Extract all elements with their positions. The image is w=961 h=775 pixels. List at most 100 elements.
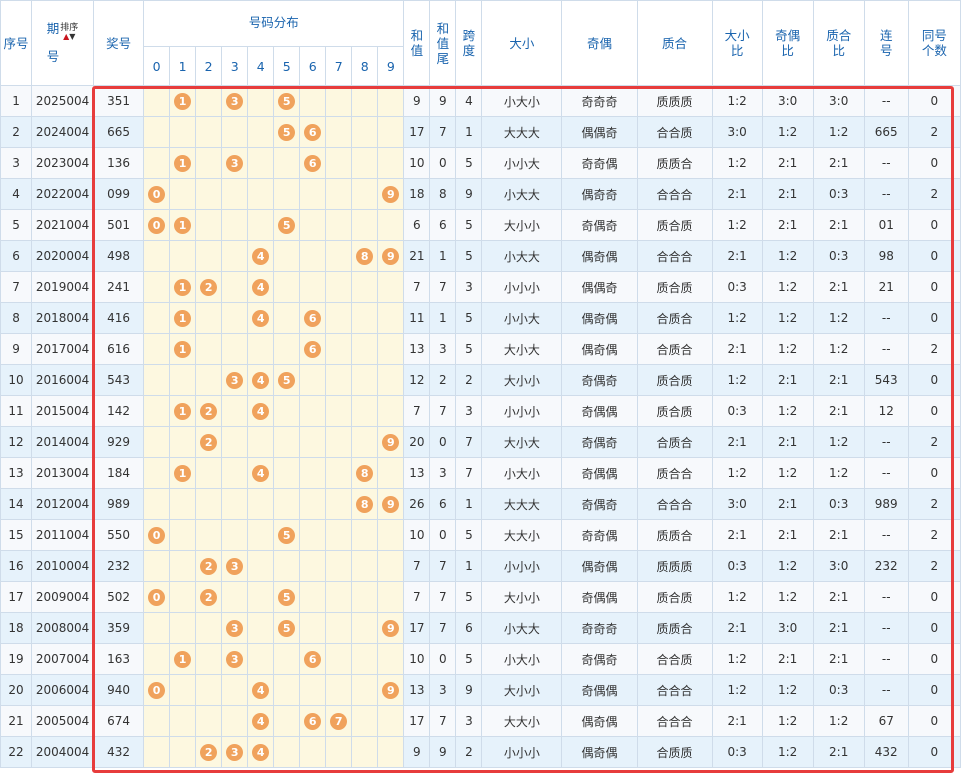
dist-cell-3: 3	[221, 612, 249, 644]
cell-sum: 10	[403, 643, 431, 675]
cell-size: 大小小	[481, 581, 563, 613]
sort-down-icon[interactable]: ▼	[69, 32, 76, 41]
digit-ball: 4	[252, 247, 270, 265]
cell-sum: 20	[403, 426, 431, 458]
cell-prime: 合合合	[636, 240, 713, 272]
digit-ball: 6	[304, 123, 322, 141]
dist-cell-2	[195, 240, 223, 272]
dist-cell-7	[325, 147, 353, 179]
dist-cell-8	[351, 333, 379, 365]
cell-size: 大小小	[481, 364, 563, 396]
header-span: 跨度	[455, 0, 483, 86]
cell-prize: 416	[93, 302, 145, 334]
cell-seq: 15	[0, 519, 33, 551]
cell-sum: 13	[403, 333, 431, 365]
digit-ball: 5	[278, 526, 296, 544]
cell-prime: 合质质	[636, 736, 713, 768]
cell-parity-ratio: 1:2	[761, 457, 814, 489]
cell-size: 大大大	[481, 116, 563, 148]
dist-cell-9	[377, 395, 405, 427]
cell-consecutive: 432	[863, 736, 909, 768]
cell-sum: 17	[403, 116, 431, 148]
dist-cell-7	[325, 736, 353, 768]
table-row: 14 2012004 989 8 9 26 6 1 大大大 奇偶奇 合合合 3:0 2:1 0:3 989 2	[0, 488, 961, 520]
digit-ball: 4	[252, 371, 270, 389]
cell-consecutive: 543	[863, 364, 909, 396]
cell-span: 5	[455, 302, 483, 334]
header-digit-0: 0	[143, 46, 171, 86]
dist-cell-1: 1	[169, 271, 197, 303]
dist-cell-3: 3	[221, 736, 249, 768]
dist-cell-9	[377, 581, 405, 613]
header-size: 大小	[481, 0, 563, 86]
digit-ball: 4	[252, 681, 270, 699]
table-row: 7 2019004 241 1 2 4 7 7 3 小小小 偶偶奇 质合质 0:3 1:2 2:1 21 0	[0, 271, 961, 303]
dist-cell-2: 2	[195, 426, 223, 458]
digit-ball: 0	[148, 681, 166, 699]
cell-size: 大小小	[481, 209, 563, 241]
dist-cell-6	[299, 395, 327, 427]
sort-up-icon[interactable]: ▲	[63, 32, 70, 41]
cell-span: 1	[455, 550, 483, 582]
dist-cell-8	[351, 705, 379, 737]
header-digit-9: 9	[377, 46, 405, 86]
header-sum-tail: 和值尾	[429, 0, 457, 86]
cell-consecutive: --	[863, 643, 909, 675]
dist-cell-6	[299, 581, 327, 613]
dist-cell-3	[221, 457, 249, 489]
cell-same-count: 0	[907, 612, 961, 644]
cell-span: 4	[455, 85, 483, 117]
cell-seq: 4	[0, 178, 33, 210]
dist-cell-4: 4	[247, 457, 275, 489]
cell-prime-ratio: 0:3	[812, 488, 865, 520]
cell-sum: 7	[403, 550, 431, 582]
cell-size: 小大大	[481, 240, 563, 272]
dist-cell-6	[299, 364, 327, 396]
digit-ball: 2	[200, 402, 218, 420]
dist-cell-2	[195, 612, 223, 644]
cell-seq: 16	[0, 550, 33, 582]
cell-parity-ratio: 2:1	[761, 209, 814, 241]
cell-parity-ratio: 3:0	[761, 612, 814, 644]
digit-ball: 4	[252, 712, 270, 730]
digit-ball: 1	[174, 216, 192, 234]
cell-issue: 2021004	[31, 209, 95, 241]
cell-sum: 18	[403, 178, 431, 210]
dist-cell-2	[195, 364, 223, 396]
cell-prime-ratio: 2:1	[812, 147, 865, 179]
dist-cell-3	[221, 519, 249, 551]
cell-size: 小小小	[481, 736, 563, 768]
cell-span: 5	[455, 147, 483, 179]
digit-ball: 2	[200, 743, 218, 761]
dist-cell-0: 0	[143, 209, 171, 241]
dist-cell-5: 5	[273, 581, 301, 613]
cell-sum-tail: 9	[429, 736, 457, 768]
cell-issue: 2018004	[31, 302, 95, 334]
cell-prime-ratio: 2:1	[812, 612, 865, 644]
cell-prime-ratio: 2:1	[812, 736, 865, 768]
sort-button[interactable]: 排序 ▲▼	[60, 23, 78, 41]
cell-seq: 20	[0, 674, 33, 706]
cell-sum: 6	[403, 209, 431, 241]
cell-prize: 359	[93, 612, 145, 644]
cell-seq: 7	[0, 271, 33, 303]
cell-sum-tail: 7	[429, 116, 457, 148]
dist-cell-6	[299, 550, 327, 582]
cell-parity-ratio: 1:2	[761, 240, 814, 272]
cell-prime: 质合合	[636, 457, 713, 489]
cell-prize: 929	[93, 426, 145, 458]
cell-seq: 9	[0, 333, 33, 365]
dist-cell-8	[351, 643, 379, 675]
cell-prime: 质合质	[636, 364, 713, 396]
cell-parity-ratio: 2:1	[761, 364, 814, 396]
digit-ball: 5	[278, 123, 296, 141]
cell-prize: 501	[93, 209, 145, 241]
cell-prime: 合合合	[636, 674, 713, 706]
cell-same-count: 0	[907, 209, 961, 241]
digit-ball: 0	[148, 588, 166, 606]
dist-cell-0: 0	[143, 178, 171, 210]
cell-same-count: 0	[907, 85, 961, 117]
dist-cell-4	[247, 85, 275, 117]
dist-cell-1	[169, 116, 197, 148]
header-digit-6: 6	[299, 46, 327, 86]
